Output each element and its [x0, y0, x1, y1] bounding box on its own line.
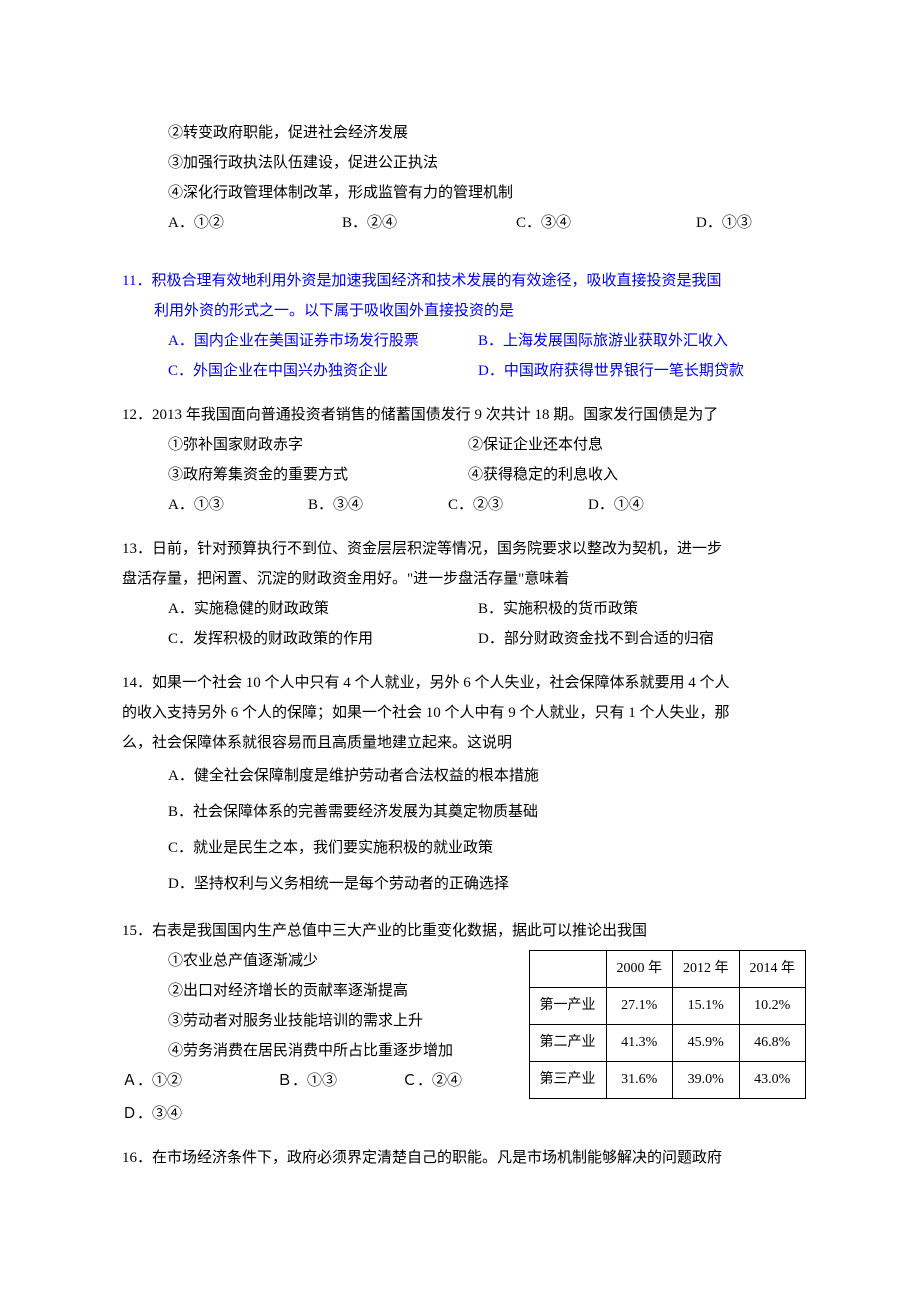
header-cell: 2000 年: [606, 951, 673, 988]
cell: 31.6%: [606, 1062, 673, 1099]
table-row: 第二产业 41.3% 45.9% 46.8%: [529, 1025, 806, 1062]
option-d: Ｄ．③④: [122, 1099, 806, 1129]
statement-4: ④劳务消费在居民消费中所占比重逐步增加: [122, 1036, 521, 1066]
question-15: 15．右表是我国国内生产总值中三大产业的比重变化数据，据此可以推论出我国 ①农业…: [122, 916, 806, 1129]
option-d: D．中国政府获得世界银行一笔长期贷款: [478, 356, 806, 386]
q15-line1: 15．右表是我国国内生产总值中三大产业的比重变化数据，据此可以推论出我国: [122, 916, 806, 946]
option-a: Ａ．①②: [122, 1066, 277, 1096]
statement-4: ④获得稳定的利息收入: [468, 460, 806, 490]
statement-3: ③政府筹集资金的重要方式: [168, 460, 468, 490]
question-14: 14．如果一个社会 10 个人中只有 4 个人就业，另外 6 个人失业，社会保障…: [122, 668, 806, 902]
table-header-row: 2000 年 2012 年 2014 年: [529, 951, 806, 988]
statement-1: ①农业总产值逐渐减少: [122, 946, 521, 976]
cell: 46.8%: [739, 1025, 806, 1062]
option-b: Ｂ．①③: [277, 1066, 402, 1096]
cell: 10.2%: [739, 988, 806, 1025]
q14-line3: 么，社会保障体系就很容易而且高质量地建立起来。这说明: [122, 728, 806, 758]
q13-line1: 13．日前，针对预算执行不到位、资金层层积淀等情况，国务院要求以整改为契机，进一…: [122, 534, 806, 564]
q11-line1: 11．积极合理有效地利用外资是加速我国经济和技术发展的有效途径，吸收直接投资是我…: [122, 266, 806, 296]
option-a: A．①②: [168, 208, 342, 238]
statement-3: ③加强行政执法队伍建设，促进公正执法: [122, 148, 806, 178]
q14-line2: 的收入支持另外 6 个人的保障；如果一个社会 10 个人中有 9 个人就业，只有…: [122, 698, 806, 728]
statement-2: ②转变政府职能，促进社会经济发展: [122, 118, 806, 148]
question-10-fragment: ②转变政府职能，促进社会经济发展 ③加强行政执法队伍建设，促进公正执法 ④深化行…: [122, 118, 806, 238]
question-11: 11．积极合理有效地利用外资是加速我国经济和技术发展的有效途径，吸收直接投资是我…: [122, 266, 806, 386]
option-c: C．③④: [516, 208, 696, 238]
q12-stmts-row1: ①弥补国家财政赤字 ②保证企业还本付息: [122, 430, 806, 460]
cell: 27.1%: [606, 988, 673, 1025]
cell: 39.0%: [673, 1062, 740, 1099]
industry-table: 2000 年 2012 年 2014 年 第一产业 27.1% 15.1% 10…: [529, 950, 807, 1099]
q15-options-row: Ａ．①② Ｂ．①③ Ｃ．②④: [122, 1066, 521, 1096]
statement-1: ①弥补国家财政赤字: [168, 430, 468, 460]
cell: 第二产业: [529, 1025, 606, 1062]
q11-options-row2: C．外国企业在中国兴办独资企业 D．中国政府获得世界银行一笔长期贷款: [122, 356, 806, 386]
question-13: 13．日前，针对预算执行不到位、资金层层积淀等情况，国务院要求以整改为契机，进一…: [122, 534, 806, 654]
option-b: B．社会保障体系的完善需要经济发展为其奠定物质基础: [122, 794, 806, 830]
q12-line1: 12．2013 年我国面向普通投资者销售的储蓄国债发行 9 次共计 18 期。国…: [122, 400, 806, 430]
option-d: D．①③: [696, 208, 752, 238]
cell: 41.3%: [606, 1025, 673, 1062]
statement-2: ②保证企业还本付息: [468, 430, 806, 460]
q16-line1: 16．在市场经济条件下，政府必须界定清楚自己的职能。凡是市场机制能够解决的问题政…: [122, 1143, 806, 1173]
q13-options-row2: C．发挥积极的财政政策的作用 D．部分财政资金找不到合适的归宿: [122, 624, 806, 654]
table-row: 第一产业 27.1% 15.1% 10.2%: [529, 988, 806, 1025]
question-16: 16．在市场经济条件下，政府必须界定清楚自己的职能。凡是市场机制能够解决的问题政…: [122, 1143, 806, 1173]
header-cell: [529, 951, 606, 988]
option-c: C．就业是民生之本，我们要实施积极的就业政策: [122, 830, 806, 866]
question-12: 12．2013 年我国面向普通投资者销售的储蓄国债发行 9 次共计 18 期。国…: [122, 400, 806, 520]
option-c: C．外国企业在中国兴办独资企业: [168, 356, 478, 386]
q12-stmts-row2: ③政府筹集资金的重要方式 ④获得稳定的利息收入: [122, 460, 806, 490]
option-b: B．③④: [308, 490, 448, 520]
q11-line2: 利用外资的形式之一。以下属于吸收国外直接投资的是: [122, 296, 806, 326]
q13-line2: 盘活存量，把闲置、沉淀的财政资金用好。"进一步盘活存量"意味着: [122, 564, 806, 594]
statement-4: ④深化行政管理体制改革，形成监管有力的管理机制: [122, 178, 806, 208]
option-d: D．①④: [588, 490, 644, 520]
header-cell: 2014 年: [739, 951, 806, 988]
header-cell: 2012 年: [673, 951, 740, 988]
option-d: D．部分财政资金找不到合适的归宿: [478, 624, 806, 654]
cell: 45.9%: [673, 1025, 740, 1062]
cell: 43.0%: [739, 1062, 806, 1099]
statement-3: ③劳动者对服务业技能培训的需求上升: [122, 1006, 521, 1036]
option-a: A．健全社会保障制度是维护劳动者合法权益的根本措施: [122, 758, 806, 794]
q12-options: A．①③ B．③④ C．②③ D．①④: [122, 490, 806, 520]
option-b: B．实施积极的货币政策: [478, 594, 806, 624]
option-a: A．①③: [168, 490, 308, 520]
option-b: B．上海发展国际旅游业获取外汇收入: [478, 326, 806, 356]
q14-line1: 14．如果一个社会 10 个人中只有 4 个人就业，另外 6 个人失业，社会保障…: [122, 668, 806, 698]
option-c: C．②③: [448, 490, 588, 520]
statement-2: ②出口对经济增长的贡献率逐渐提高: [122, 976, 521, 1006]
q11-options-row1: A．国内企业在美国证券市场发行股票 B．上海发展国际旅游业获取外汇收入: [122, 326, 806, 356]
options-row: A．①② B．②④ C．③④ D．①③: [122, 208, 806, 238]
cell: 第一产业: [529, 988, 606, 1025]
cell: 15.1%: [673, 988, 740, 1025]
option-b: B．②④: [342, 208, 516, 238]
table-row: 第三产业 31.6% 39.0% 43.0%: [529, 1062, 806, 1099]
option-a: A．实施稳健的财政政策: [168, 594, 478, 624]
cell: 第三产业: [529, 1062, 606, 1099]
option-c: Ｃ．②④: [402, 1066, 462, 1096]
q13-options-row1: A．实施稳健的财政政策 B．实施积极的货币政策: [122, 594, 806, 624]
option-d: D．坚持权利与义务相统一是每个劳动者的正确选择: [122, 866, 806, 902]
option-c: C．发挥积极的财政政策的作用: [168, 624, 478, 654]
option-a: A．国内企业在美国证券市场发行股票: [168, 326, 478, 356]
